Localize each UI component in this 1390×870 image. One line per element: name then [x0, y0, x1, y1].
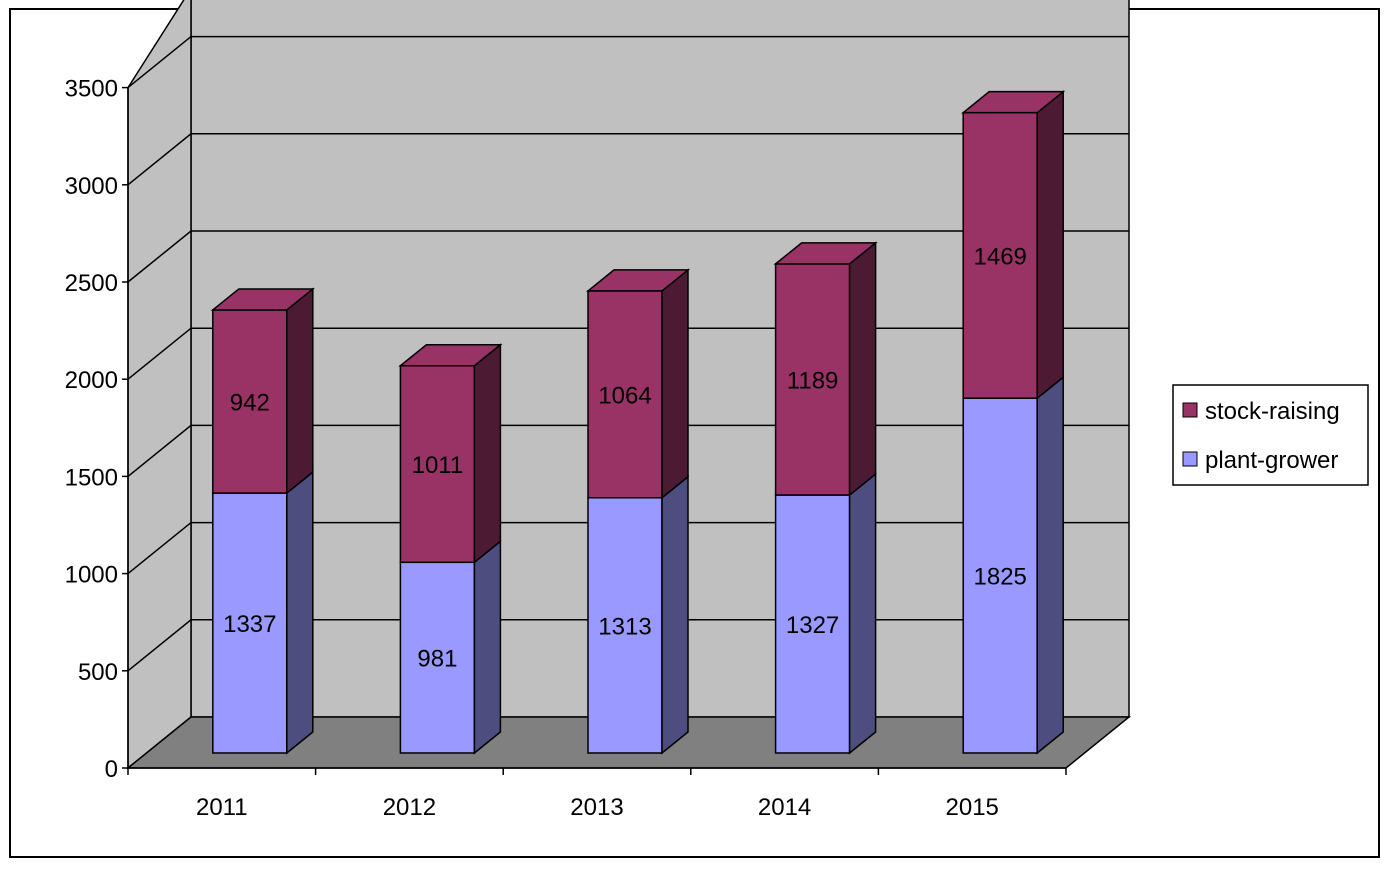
bar-plant-grower-side: [1036, 375, 1064, 755]
y-tick-label: 2500: [65, 270, 118, 297]
bar-plant-grower-side: [473, 539, 502, 755]
legend-label-plant-grower: plant-grower: [1205, 447, 1338, 474]
bar-stock-raising-side: [661, 268, 689, 500]
x-tick-label: 2013: [570, 794, 623, 821]
gridline: [127, 230, 1129, 283]
bar-stock-raising-front: [399, 365, 476, 564]
side-wall: [127, 0, 192, 770]
bar-stock-raising-front: [587, 290, 663, 499]
y-tick-label: 1500: [65, 464, 118, 491]
y-tick-label: 3000: [65, 173, 118, 200]
data-label-stock-raising: 942: [230, 390, 270, 417]
x-tick-label: 2015: [946, 794, 999, 821]
bar-plant-grower-side: [286, 470, 314, 755]
bar-stock-raising-top: [961, 90, 1066, 114]
bar-plant-grower-side: [661, 475, 689, 755]
bar-stock-raising-side: [286, 287, 314, 495]
data-label-plant-grower: 1337: [223, 611, 276, 638]
gridline: [127, 35, 1129, 89]
y-tick-label: 500: [78, 659, 118, 686]
bars: [210, 90, 1066, 755]
axes: 0 500 1000 1500 2000 2500 3000 3500 2011 2012 2013…: [65, 76, 1067, 821]
legend-swatch-plant-grower: [1182, 451, 1198, 467]
legend-label-stock-raising: stock-raising: [1205, 398, 1340, 425]
bar-stock-raising-side: [473, 343, 502, 564]
bar-plant-grower-side: [848, 472, 877, 755]
data-label-stock-raising: 1011: [412, 452, 464, 479]
gridline: [127, 133, 1129, 186]
y-tick-label: 0: [105, 756, 118, 783]
x-tick-label: 2012: [383, 794, 436, 821]
bar-stock-raising-front: [774, 263, 851, 496]
bar-plant-grower-front: [774, 494, 851, 754]
bar-stock-raising-top: [398, 344, 503, 367]
data-label-plant-grower: 1825: [974, 564, 1027, 591]
data-label-plant-grower: 981: [417, 646, 457, 673]
legend: stock-raising plant-grower: [1172, 384, 1369, 486]
bar-plant-grower-front: [962, 397, 1038, 754]
y-tick-label: 3500: [65, 76, 118, 103]
x-tick-label: 2014: [758, 794, 811, 821]
bar-stock-raising-top: [773, 242, 878, 265]
bar-stock-raising-top: [585, 269, 691, 292]
data-label-stock-raising: 1469: [974, 243, 1027, 270]
legend-swatch-stock-raising: [1182, 402, 1198, 418]
bar-plant-grower-front: [399, 561, 476, 754]
data-label-plant-grower: 1313: [598, 613, 651, 640]
data-label-stock-raising: 1189: [787, 367, 839, 394]
bar-stock-raising-side: [1036, 90, 1064, 400]
bar-plant-grower-front: [212, 492, 288, 754]
data-labels: 1337 942 981 1011 1313 1064 1327 1189 1825 1469: [223, 243, 1027, 672]
bar-stock-raising-top: [210, 288, 315, 311]
legend-box: [1172, 384, 1369, 486]
y-tick-label: 2000: [65, 367, 118, 394]
y-tick-label: 1000: [65, 562, 118, 589]
data-label-plant-grower: 1327: [786, 612, 839, 639]
bar-stock-raising-front: [962, 111, 1038, 399]
data-label-stock-raising: 1064: [598, 382, 651, 409]
bar-stock-raising-side: [848, 241, 877, 497]
x-tick-label: 2011: [196, 794, 248, 821]
